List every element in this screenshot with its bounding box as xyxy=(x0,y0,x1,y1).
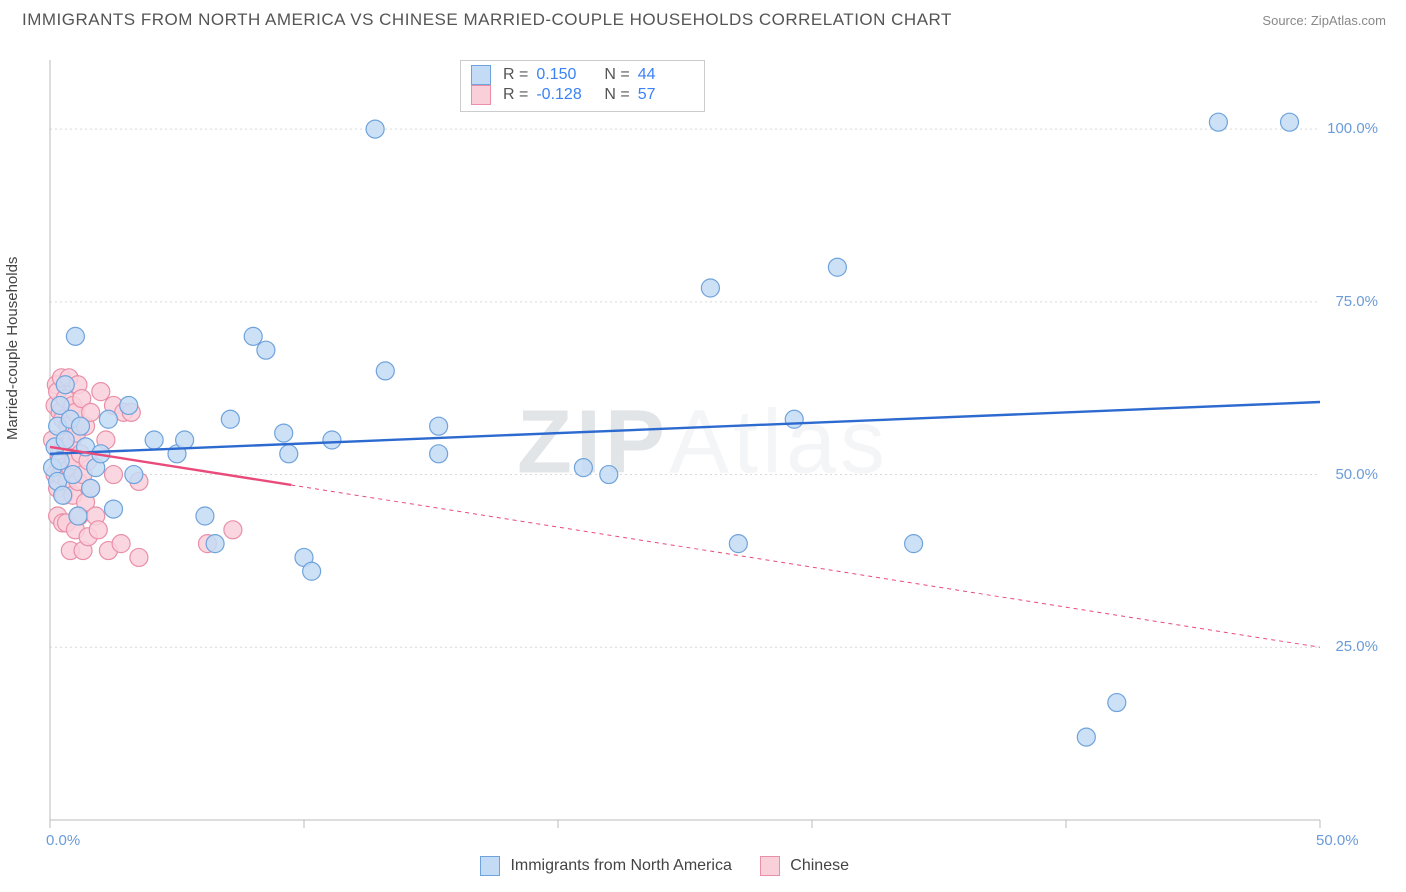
scatter-chart xyxy=(0,40,1406,880)
x-tick-label: 50.0% xyxy=(1316,832,1359,849)
legend-item-2: Chinese xyxy=(760,856,849,876)
legend-swatch-series-2 xyxy=(471,85,491,105)
chart-container: Married-couple Households ZIPAtlas R = 0… xyxy=(0,40,1406,880)
legend-r-label: R = xyxy=(503,86,528,104)
legend-swatch-series-1 xyxy=(471,65,491,85)
x-tick-label: 0.0% xyxy=(46,832,80,849)
legend-n-value-1: 44 xyxy=(638,66,694,84)
legend-item-1: Immigrants from North America xyxy=(480,856,732,876)
legend-label-1: Immigrants from North America xyxy=(510,857,731,874)
source-name: ZipAtlas.com xyxy=(1311,13,1386,28)
legend-r-value-1: 0.150 xyxy=(536,66,592,84)
chart-header: IMMIGRANTS FROM NORTH AMERICA VS CHINESE… xyxy=(0,0,1406,40)
legend-label-2: Chinese xyxy=(790,857,849,874)
y-tick-label: 100.0% xyxy=(1327,120,1378,137)
y-tick-label: 25.0% xyxy=(1335,638,1378,655)
legend-row-series-1: R = 0.150 N = 44 xyxy=(471,65,694,85)
legend-swatch-1 xyxy=(480,856,500,876)
legend-n-value-2: 57 xyxy=(638,86,694,104)
legend-n-label: N = xyxy=(604,66,629,84)
correlation-legend: R = 0.150 N = 44 R = -0.128 N = 57 xyxy=(460,60,705,112)
legend-swatch-2 xyxy=(760,856,780,876)
legend-r-label: R = xyxy=(503,66,528,84)
source-attribution: Source: ZipAtlas.com xyxy=(1262,13,1386,28)
series-legend: Immigrants from North America Chinese xyxy=(480,856,849,876)
legend-row-series-2: R = -0.128 N = 57 xyxy=(471,85,694,105)
source-label: Source: xyxy=(1262,13,1307,28)
chart-title: IMMIGRANTS FROM NORTH AMERICA VS CHINESE… xyxy=(22,10,952,30)
legend-r-value-2: -0.128 xyxy=(536,86,592,104)
y-tick-label: 50.0% xyxy=(1335,466,1378,483)
legend-n-label: N = xyxy=(604,86,629,104)
y-tick-label: 75.0% xyxy=(1335,293,1378,310)
